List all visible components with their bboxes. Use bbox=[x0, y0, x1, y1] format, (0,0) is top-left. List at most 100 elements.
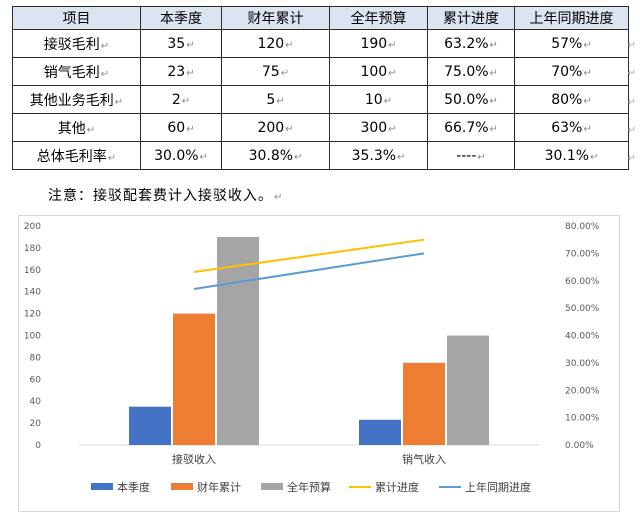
cell-text: 300 bbox=[360, 119, 388, 136]
cell-text: 80% bbox=[551, 91, 583, 108]
right-axis-tick-label: 10.00% bbox=[565, 414, 600, 424]
legend-label: 本季度 bbox=[117, 480, 150, 494]
header-label: 项目 bbox=[62, 11, 91, 27]
left-axis-tick-label: 60 bbox=[30, 375, 42, 385]
table-cell: 5↵ bbox=[221, 85, 330, 114]
table-cell: 2↵ bbox=[140, 85, 222, 114]
header-label: 财年累计 bbox=[247, 11, 304, 27]
table-row: 其他↵ 60↵ 200↵ 300↵ 66.7%↵ 63%↵ bbox=[12, 113, 629, 142]
left-axis-tick-label: 20 bbox=[30, 419, 42, 429]
note-text: 注意：接驳配套费计入接驳收入。↵ bbox=[48, 185, 283, 205]
chart-container: 0 20 40 60 80 100 120 140 160 180 200 0.00% 10.00% 20… bbox=[18, 215, 620, 512]
header-cell: 财年累计 bbox=[221, 6, 330, 30]
header-cell: 项目 bbox=[12, 6, 141, 30]
legend-swatch-财年累计 bbox=[171, 483, 193, 490]
table-cell: 200↵ bbox=[221, 113, 330, 142]
paragraph-mark-icon: ↵ bbox=[627, 68, 636, 79]
legend-label: 财年累计 bbox=[197, 480, 241, 494]
table-cell: 35↵ bbox=[140, 29, 222, 58]
table-cell: 销气毛利↵ bbox=[12, 57, 141, 86]
cell-text: 其他业务毛利 bbox=[29, 92, 114, 109]
cell-text: 5 bbox=[266, 91, 276, 108]
right-axis-tick-label: 60.00% bbox=[565, 277, 600, 287]
cell-text: 57% bbox=[551, 35, 583, 52]
paragraph-mark-icon: ↵ bbox=[274, 192, 284, 203]
paragraph-mark-icon: ↵ bbox=[199, 151, 208, 163]
paragraph-mark-icon: ↵ bbox=[627, 153, 636, 164]
table-row: 接驳毛利↵ 35↵ 120↵ 190↵ 63.2%↵ 57%↵ bbox=[12, 29, 629, 58]
legend-label: 上年同期进度 bbox=[465, 480, 531, 494]
cell-text: 50.0% bbox=[444, 91, 489, 108]
cell-text: 2 bbox=[171, 91, 181, 108]
cell-text: 其他 bbox=[57, 120, 86, 137]
paragraph-mark-icon: ↵ bbox=[114, 96, 124, 108]
left-axis-tick-label: 0 bbox=[35, 441, 41, 451]
left-axis-tick-label: 200 bbox=[24, 222, 41, 232]
table-row: 销气毛利↵ 23↵ 75↵ 100↵ 75.0%↵ 70%↵ bbox=[12, 57, 629, 86]
legend-swatch-本季度 bbox=[91, 483, 113, 490]
cell-text: 35 bbox=[167, 35, 186, 52]
right-axis-tick-label: 50.00% bbox=[565, 304, 600, 314]
table-cell: 66.7%↵ bbox=[427, 113, 515, 142]
summary-table: 项目 本季度 财年累计 全年预算 累计进度 上年同期进度 接驳毛利↵ 35↵ 1… bbox=[12, 6, 629, 170]
paragraph-mark-icon: ↵ bbox=[583, 67, 592, 79]
header-cell: 上年同期进度 bbox=[514, 6, 629, 30]
paragraph-mark-icon: ↵ bbox=[186, 39, 195, 51]
paragraph-mark-icon: ↵ bbox=[294, 151, 303, 163]
paragraph-mark-icon: ↵ bbox=[627, 97, 636, 108]
legend-swatch-全年预算 bbox=[261, 483, 283, 490]
header-label: 累计进度 bbox=[443, 11, 499, 27]
paragraph-mark-icon: ↵ bbox=[477, 151, 486, 163]
bar-财年累计 bbox=[173, 313, 215, 445]
table-cell: 100↵ bbox=[329, 57, 428, 86]
table-cell: 30.1%↵ bbox=[514, 141, 629, 170]
line-上年同期进度 bbox=[193, 252, 425, 290]
left-axis-tick-label: 140 bbox=[24, 288, 41, 298]
paragraph-mark-icon: ↵ bbox=[383, 95, 393, 107]
table-cell: 75↵ bbox=[221, 57, 330, 86]
table-cell: 30.0%↵ bbox=[140, 141, 222, 170]
table-header-row: 项目 本季度 财年累计 全年预算 累计进度 上年同期进度 bbox=[12, 6, 629, 30]
paragraph-mark-icon: ↵ bbox=[285, 123, 294, 135]
header-label: 上年同期进度 bbox=[529, 11, 614, 27]
bar-本季度 bbox=[359, 419, 401, 445]
paragraph-mark-icon: ↵ bbox=[583, 39, 592, 51]
table-cell: 63%↵ bbox=[514, 113, 629, 142]
table-cell: 10↵ bbox=[329, 85, 428, 114]
paragraph-mark-icon: ↵ bbox=[186, 123, 195, 135]
paragraph-mark-icon: ↵ bbox=[489, 123, 498, 135]
paragraph-mark-icon: ↵ bbox=[100, 68, 110, 80]
header-cell: 全年预算 bbox=[329, 6, 428, 30]
cell-text: 60 bbox=[167, 119, 186, 136]
cell-text: 23 bbox=[167, 63, 186, 80]
table-cell: 30.8%↵ bbox=[221, 141, 330, 170]
cell-text: 63% bbox=[551, 119, 583, 136]
category-label: 销气收入 bbox=[402, 452, 446, 466]
cell-text: 30.8% bbox=[248, 147, 294, 164]
cell-text: 75.0% bbox=[444, 63, 489, 80]
cell-text: 75 bbox=[261, 63, 280, 80]
table-row: 其他业务毛利↵ 2↵ 5↵ 10↵ 50.0%↵ 80%↵ bbox=[12, 85, 629, 114]
header-label: 全年预算 bbox=[350, 11, 407, 27]
cell-text: 10 bbox=[364, 91, 383, 108]
paragraph-mark-icon: ↵ bbox=[388, 123, 397, 135]
table-cell: 300↵ bbox=[329, 113, 428, 142]
bar-财年累计 bbox=[403, 362, 445, 445]
paragraph-mark-icon: ↵ bbox=[100, 40, 110, 52]
category-label: 接驳收入 bbox=[172, 452, 216, 466]
line-累计进度 bbox=[193, 238, 425, 273]
paragraph-mark-icon: ↵ bbox=[181, 95, 191, 107]
legend-label: 累计进度 bbox=[375, 480, 419, 494]
paragraph-mark-icon: ↵ bbox=[280, 67, 290, 79]
table-cell: 其他业务毛利↵ bbox=[12, 85, 141, 114]
note-label: 注意：接驳配套费计入接驳收入。 bbox=[48, 188, 273, 204]
cell-text: 接驳毛利 bbox=[43, 36, 100, 53]
right-axis-tick-label: 70.00% bbox=[565, 249, 600, 259]
header-cell: 本季度 bbox=[140, 6, 222, 30]
paragraph-mark-icon: ↵ bbox=[285, 39, 294, 51]
bar-全年预算 bbox=[447, 335, 489, 445]
right-axis-tick-label: 40.00% bbox=[565, 332, 600, 342]
table-cell: 70%↵ bbox=[514, 57, 629, 86]
paragraph-mark-icon: ↵ bbox=[583, 123, 592, 135]
table-cell: 57%↵ bbox=[514, 29, 629, 58]
